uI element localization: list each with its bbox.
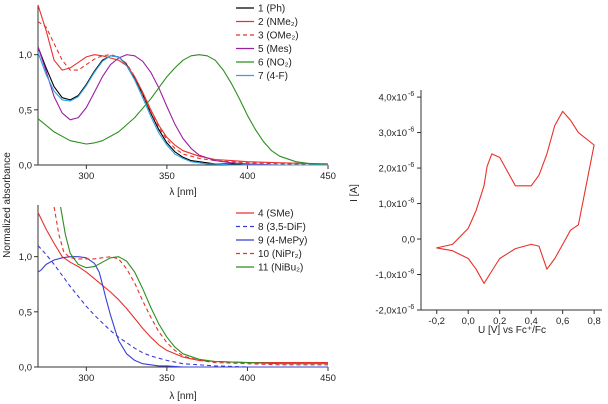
series-line [37, 21, 328, 165]
y-tick-label: 0,0 [19, 363, 32, 374]
y-tick-label: 1,0x10 [378, 199, 407, 210]
uvvis-bottom-panel: 300 350 400 450 0,0 0,5 1,0 λ [nm] 4 (SMe) 8 (3… [19, 205, 336, 402]
series-line [60, 206, 328, 365]
legend-label: 4 (SMe) [258, 209, 294, 220]
legend-label: 6 (NO₂) [258, 58, 292, 69]
y-tick-label: 2,0x10 [378, 164, 407, 175]
legend-label: 8 (3,5-DiF) [258, 222, 306, 233]
x-tick-label: 0,4 [525, 316, 538, 327]
y-tick-label: 3,0x10 [378, 128, 407, 139]
x-tick-label: 350 [159, 171, 175, 182]
y-tick-label: 0,0 [19, 161, 32, 172]
x-tick-label: -0,2 [429, 316, 445, 327]
cv-x-label: U [V] vs Fc⁺/Fc [478, 325, 546, 336]
series-line [37, 4, 329, 165]
cv-panel: -0,2 0,0 0,2 0,4 0,6 0,8-2,0x10 -6-1,0x10 -60,0… [349, 90, 602, 336]
x-tick-label: 450 [320, 171, 336, 182]
y-tick-label: 1,0 [19, 50, 32, 61]
x-tick-label: 0,8 [588, 316, 601, 327]
x-tick-label: 400 [240, 373, 256, 384]
y-tick-label: 4,0x10 [378, 93, 407, 104]
top-x-label: λ [nm] [169, 187, 196, 198]
left-y-label: Normalized absorbance [2, 152, 13, 258]
legend-label: 2 (NMe₂) [258, 17, 298, 28]
legend-label: 11 (NiBu₂) [258, 263, 303, 274]
y-tick-exponent: -6 [408, 91, 414, 98]
y-tick-label: 0,0 [402, 235, 415, 246]
series-line [436, 110, 595, 284]
legend-label: 1 (Ph) [258, 4, 285, 15]
legend-label: 7 (4-F) [258, 71, 288, 82]
series-line [37, 46, 328, 166]
series-line [37, 54, 329, 166]
x-tick-label: 0,0 [462, 316, 475, 327]
y-tick-label: 0,5 [19, 307, 32, 318]
uvvis-top-panel: 300 350 400 450 0,0 0,5 1,0 λ [nm] 1 (Ph) 2 (NM… [19, 4, 336, 199]
x-tick-label: 300 [78, 171, 94, 182]
series-line [37, 212, 328, 364]
y-tick-label: -2,0x10 [375, 306, 407, 317]
x-tick-label: 0,2 [493, 316, 506, 327]
x-tick-label: 400 [240, 171, 256, 182]
x-tick-label: 0,6 [556, 316, 569, 327]
series-line [37, 52, 328, 166]
legend-label: 5 (Mes) [258, 44, 292, 55]
legend-label: 10 (NiPr₂) [258, 249, 302, 260]
x-tick-label: 300 [78, 373, 94, 384]
y-tick-exponent: -6 [408, 198, 414, 205]
legend-label: 3 (OMe₂) [258, 31, 299, 42]
y-tick-exponent: -6 [408, 269, 414, 276]
y-tick-exponent: -6 [408, 304, 414, 311]
y-tick-exponent: -6 [408, 162, 414, 169]
series-line [37, 256, 328, 368]
x-tick-label: 450 [320, 373, 336, 384]
cv-y-label: I [A] [349, 184, 360, 202]
bottom-x-label: λ [nm] [169, 391, 196, 402]
legend-label: 9 (4-MePy) [258, 236, 307, 247]
y-tick-label: 0,5 [19, 105, 32, 116]
y-tick-label: -1,0x10 [375, 270, 407, 281]
y-tick-label: 1,0 [19, 252, 32, 263]
x-tick-label: 350 [159, 373, 175, 384]
y-tick-exponent: -6 [408, 127, 414, 134]
